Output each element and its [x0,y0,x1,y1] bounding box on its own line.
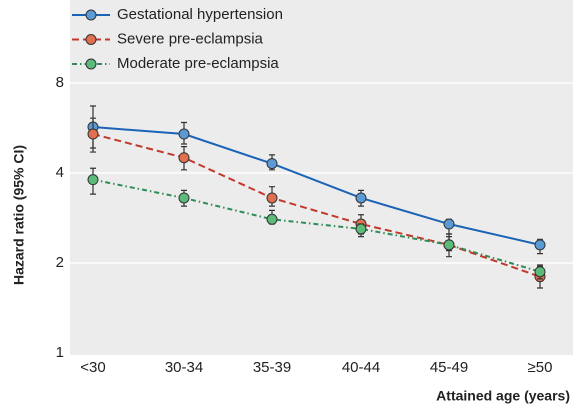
legend-label: Moderate pre-eclampsia [117,55,279,72]
legend-marker [85,58,97,70]
legend-label: Gestational hypertension [117,6,283,23]
marker [355,192,367,204]
x-tick-label: 30-34 [165,359,203,376]
legend-label: Severe pre-eclampsia [117,30,264,47]
y-tick-label: 1 [56,344,64,361]
marker [87,174,99,186]
y-tick-label: 2 [56,254,64,271]
x-axis-label: Attained age (years) [436,388,570,404]
y-tick-label: 4 [56,164,64,181]
legend-marker [85,9,97,21]
marker [355,223,367,235]
marker [534,239,546,251]
series-line [92,126,541,246]
y-tick-label: 8 [56,74,64,91]
marker [443,218,455,230]
marker [87,128,99,140]
x-tick-label: ≥50 [528,359,553,376]
marker [266,192,278,204]
marker [534,266,546,278]
x-tick-label: 35-39 [253,359,291,376]
x-tick-label: 40-44 [342,359,380,376]
marker [178,152,190,164]
marker [178,192,190,204]
x-tick-label: <30 [80,359,105,376]
plot-background [70,0,573,355]
legend-marker [85,34,97,45]
marker [443,239,455,251]
marker [266,213,278,225]
marker [266,158,278,170]
x-tick-label: 45-49 [430,359,468,376]
marker [178,128,190,140]
y-axis-label: Hazard ratio (95% CI) [11,145,27,285]
series-line [92,178,541,273]
